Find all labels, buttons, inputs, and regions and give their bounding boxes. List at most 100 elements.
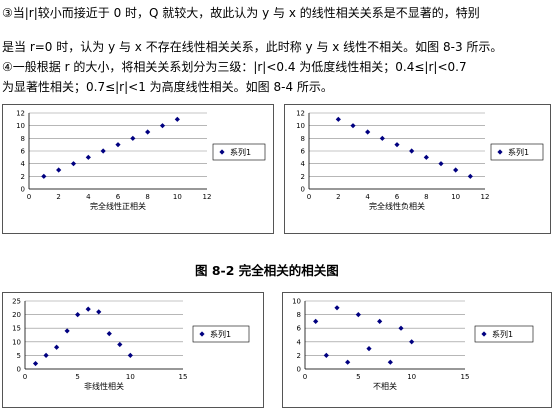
- data-point: [64, 328, 70, 334]
- y-tick-label: 8: [301, 135, 305, 143]
- y-tick-label: 0: [297, 366, 301, 374]
- chart-svg: 0 2 4 6 8 10 0 5 10 15 不相关 系列1: [292, 298, 534, 391]
- x-tick-label: 5: [75, 373, 79, 381]
- data-point: [423, 154, 429, 160]
- y-tick-label: 10: [12, 338, 21, 346]
- y-tick-label: 12: [16, 110, 25, 118]
- x-axis-label: 完全线性负相关: [369, 201, 425, 211]
- data-point: [387, 359, 393, 365]
- x-tick-label: 10: [126, 373, 135, 381]
- data-point: [379, 135, 385, 141]
- y-tick-label: 20: [12, 311, 21, 319]
- x-tick-label: 0: [27, 193, 31, 201]
- legend-marker: [497, 149, 503, 155]
- y-tick-label: 15: [12, 325, 21, 333]
- x-tick-label: 15: [461, 373, 470, 381]
- legend-box: [474, 325, 534, 343]
- x-tick-label: 10: [173, 193, 182, 201]
- data-point: [85, 306, 91, 312]
- chart-negative-linear: 0 2 4 6 8 10 12 0 2 4 6 8 10 12 完全线性负相关 系列1: [284, 104, 551, 234]
- data-point: [117, 341, 123, 348]
- data-point: [467, 173, 473, 179]
- chart-positive-linear: 0 2 4 6 8 10 12 0 2 4 6 8 10 12 完全线性正相关 系列1: [2, 104, 274, 234]
- y-tick-label: 4: [21, 160, 26, 168]
- data-point: [100, 148, 106, 154]
- data-point: [54, 344, 60, 350]
- y-tick-label: 10: [296, 122, 305, 130]
- y-tick-label: 6: [297, 325, 302, 333]
- x-tick-label: 8: [424, 193, 428, 201]
- chart-uncorrelated: 0 2 4 6 8 10 0 5 10 15 不相关 系列1: [282, 292, 552, 408]
- x-tick-label: 12: [481, 193, 490, 201]
- data-point: [41, 173, 47, 179]
- data-point: [43, 352, 49, 358]
- data-point: [377, 318, 383, 324]
- legend-marker: [219, 149, 225, 155]
- x-axis-label: 完全线性正相关: [90, 201, 146, 211]
- y-tick-label: 0: [301, 186, 305, 194]
- paragraph-line: ③当|r|较小而接近于 0 时，Q 就较大，故此认为 y 与 x 的线性相关关系…: [2, 6, 480, 20]
- x-tick-label: 2: [56, 193, 60, 201]
- y-tick-label: 8: [297, 311, 301, 319]
- x-tick-label: 8: [145, 193, 149, 201]
- data-point: [394, 142, 400, 148]
- data-point: [174, 116, 180, 122]
- data-point: [438, 161, 444, 167]
- data-point: [335, 116, 341, 122]
- y-tick-label: 10: [292, 298, 301, 306]
- legend-box: [212, 143, 266, 161]
- legend-label: 系列1: [492, 329, 513, 339]
- data-point: [106, 331, 112, 337]
- x-tick-label: 10: [451, 193, 460, 201]
- legend-box: [192, 325, 250, 343]
- data-point: [323, 352, 329, 358]
- data-point: [453, 167, 459, 173]
- data-point: [355, 312, 361, 318]
- data-point: [409, 339, 415, 345]
- paragraph-line: 是当 r=0 时，认为 y 与 x 不存在线性相关关系，此时称 y 与 x 线性…: [2, 40, 503, 54]
- y-tick-label: 12: [296, 110, 305, 118]
- data-point: [56, 167, 62, 173]
- data-point: [145, 129, 151, 135]
- x-tick-label: 12: [203, 193, 212, 201]
- y-tick-label: 8: [21, 135, 25, 143]
- y-tick-label: 0: [17, 366, 21, 374]
- data-point: [32, 360, 39, 367]
- y-tick-label: 6: [301, 148, 306, 156]
- x-tick-label: 2: [336, 193, 340, 201]
- figure-caption: 图 8-2 完全相关的相关图: [195, 263, 339, 278]
- paragraph-line: 为显著性相关；0.7≤|r|<1 为高度线性相关。如图 8-4 所示。: [2, 80, 333, 94]
- y-tick-label: 2: [301, 173, 305, 181]
- data-point: [345, 359, 351, 365]
- data-point: [130, 135, 136, 141]
- data-point: [334, 305, 340, 311]
- data-point: [85, 154, 91, 160]
- legend-box: [490, 143, 544, 161]
- x-tick-label: 0: [303, 373, 307, 381]
- data-point: [70, 161, 77, 167]
- data-point: [96, 309, 102, 315]
- legend-marker: [199, 331, 205, 337]
- chart-svg: 0 2 4 6 8 10 12 0 2 4 6 8 10 12 完全线性正相关 系列1: [16, 110, 266, 211]
- x-tick-label: 0: [23, 373, 27, 381]
- x-tick-label: 15: [179, 373, 188, 381]
- y-tick-label: 6: [21, 148, 26, 156]
- data-point: [398, 325, 404, 331]
- x-axis-label: 不相关: [373, 381, 397, 391]
- legend-marker: [481, 331, 487, 337]
- data-point: [115, 142, 121, 148]
- y-tick-label: 10: [16, 122, 25, 130]
- x-tick-label: 0: [307, 193, 311, 201]
- x-axis-label: 非线性相关: [84, 381, 124, 391]
- data-point: [365, 129, 371, 135]
- x-tick-label: 6: [395, 193, 400, 201]
- data-point: [409, 148, 415, 154]
- data-point: [75, 312, 81, 318]
- y-tick-label: 5: [17, 352, 21, 360]
- data-point: [350, 123, 356, 129]
- chart-svg: 0 5 10 15 20 25 0 5 10 15 非线性相关 系列1: [12, 298, 250, 391]
- data-point: [127, 352, 133, 358]
- data-point: [313, 318, 319, 324]
- y-tick-label: 2: [21, 173, 25, 181]
- y-tick-label: 4: [301, 160, 306, 168]
